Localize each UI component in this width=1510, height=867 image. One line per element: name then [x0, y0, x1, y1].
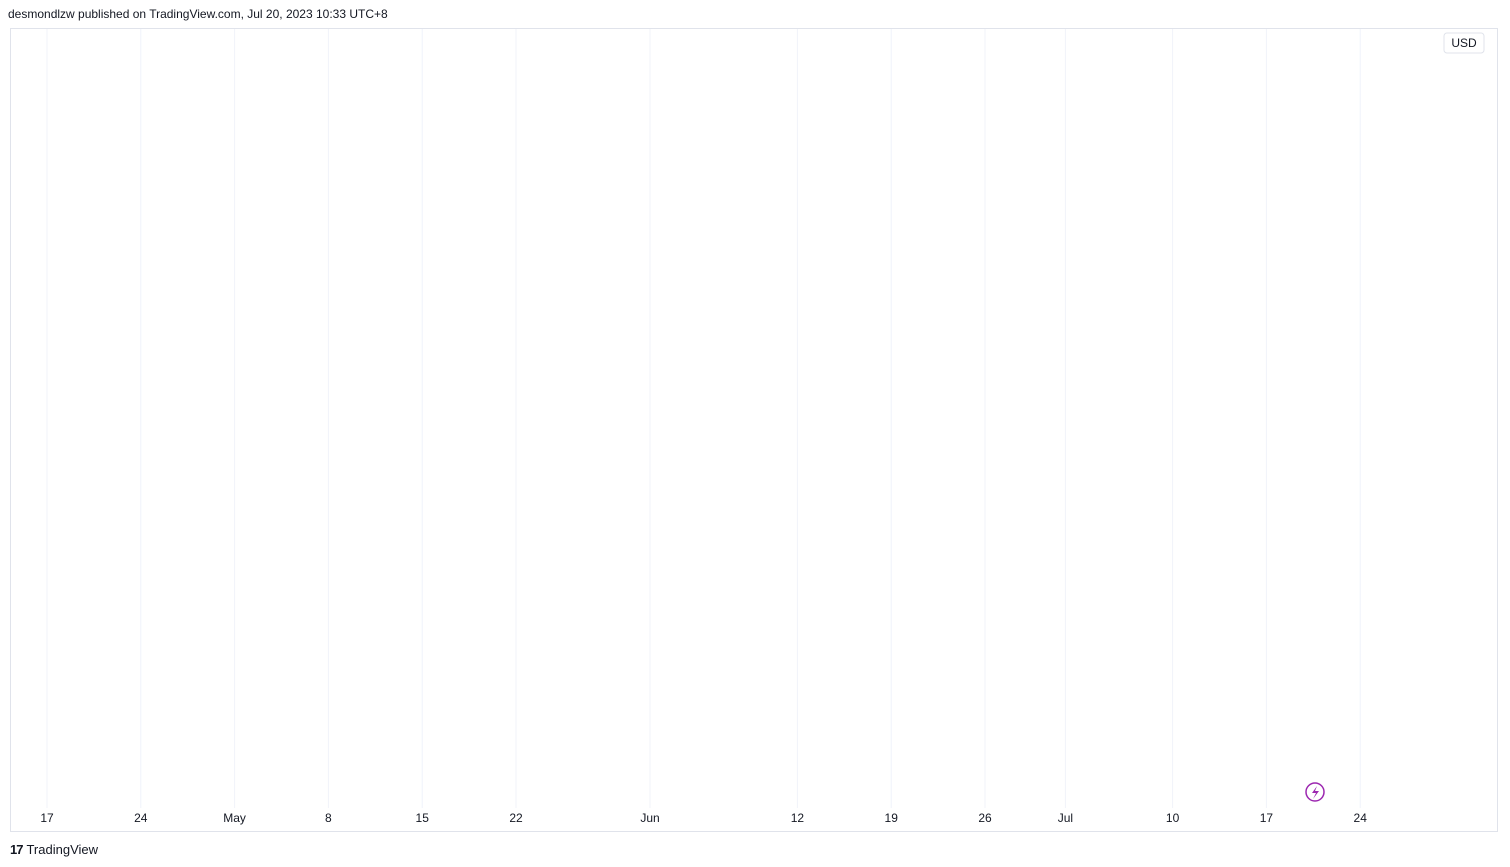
time-tick-label: May	[223, 811, 246, 825]
time-tick-label: 19	[885, 811, 899, 825]
time-tick-label: 10	[1166, 811, 1180, 825]
publisher-header: desmondlzw published on TradingView.com,…	[8, 7, 388, 21]
axis-ticks: 105.500105.000104.500104.000103.500103.0…	[40, 811, 1368, 825]
time-tick-label: Jul	[1058, 811, 1073, 825]
time-tick-label: 26	[978, 811, 992, 825]
currency-button[interactable]: USD	[1443, 32, 1485, 54]
time-tick-label: 22	[509, 811, 523, 825]
footer-brand[interactable]: TradingView	[26, 842, 99, 857]
footer: 17 TradingView	[10, 842, 98, 857]
time-tick-label: 8	[325, 811, 332, 825]
time-tick-label: 17	[40, 811, 54, 825]
time-tick-label: Jun	[640, 811, 659, 825]
tradingview-logo-icon[interactable]: 17	[10, 842, 24, 857]
time-tick-label: 24	[1354, 811, 1368, 825]
replay-icon[interactable]	[1305, 782, 1325, 802]
time-tick-label: 12	[791, 811, 805, 825]
chart-frame[interactable]	[10, 28, 1498, 832]
time-tick-label: 15	[416, 811, 430, 825]
time-tick-label: 17	[1260, 811, 1274, 825]
currency-label[interactable]: USD	[1451, 36, 1477, 50]
grid	[46, 29, 1361, 808]
time-tick-label: 24	[134, 811, 148, 825]
